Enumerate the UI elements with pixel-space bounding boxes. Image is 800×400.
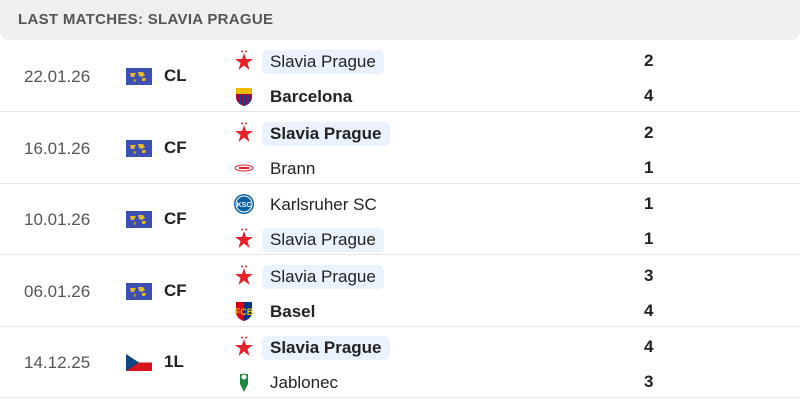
team-home: Slavia Prague 2	[230, 119, 750, 147]
jablonec-logo-icon	[233, 371, 255, 393]
match-date: 16.01.26	[24, 138, 91, 158]
match-date: 06.01.26	[24, 281, 91, 301]
section-title: LAST MATCHES: SLAVIA PRAGUE	[18, 11, 274, 28]
match-row[interactable]: 22.01.26 CL Slavia Prague 2 Barcelona 4	[0, 41, 800, 112]
team-name[interactable]: Karlsruher SC	[270, 195, 377, 215]
team-name[interactable]: Slavia Prague	[262, 264, 384, 289]
basel-logo-icon: FCB	[233, 300, 255, 322]
team-score: 1	[644, 194, 654, 214]
competition-label: 1L	[164, 352, 184, 372]
team-score: 1	[644, 229, 654, 249]
world-flag-icon	[126, 139, 152, 157]
section-header: LAST MATCHES: SLAVIA PRAGUE	[0, 0, 800, 40]
slavia-logo-icon	[233, 265, 255, 287]
team-score: 4	[644, 300, 654, 320]
slavia-logo-icon	[233, 122, 255, 144]
ksc-logo-icon: KSC	[233, 193, 255, 215]
barcelona-logo-icon	[233, 85, 255, 107]
team-home: Slavia Prague 2	[230, 47, 750, 75]
match-date: 14.12.25	[24, 353, 91, 373]
team-name[interactable]: Jablonec	[270, 373, 339, 393]
team-score: 1	[644, 157, 654, 177]
svg-text:KSC: KSC	[237, 202, 252, 209]
czech-flag-icon	[126, 354, 152, 372]
world-flag-icon	[126, 211, 152, 229]
competition-label: CF	[164, 209, 187, 229]
team-score: 2	[644, 51, 654, 70]
team-score: 2	[644, 122, 654, 142]
team-name[interactable]: Barcelona	[270, 87, 353, 106]
team-away: Barcelona 4	[230, 82, 750, 110]
match-row[interactable]: 14.12.25 1L Slavia Prague 4 Jablonec 3	[0, 327, 800, 399]
team-away: Slavia Prague 1	[230, 225, 750, 253]
match-row[interactable]: 06.01.26 CF Slavia Prague 3 FCB Basel 4	[0, 256, 800, 327]
match-date: 22.01.26	[24, 67, 91, 86]
team-home: Slavia Prague 3	[230, 262, 750, 290]
slavia-logo-icon	[233, 50, 255, 72]
svg-text:FCB: FCB	[235, 307, 254, 317]
team-home: KSC Karlsruher SC 1	[230, 190, 750, 218]
match-row[interactable]: 16.01.26 CF Slavia Prague 2 Brann 1	[0, 113, 800, 184]
slavia-logo-icon	[233, 336, 255, 358]
team-score: 4	[644, 337, 654, 357]
team-score: 4	[644, 86, 654, 105]
team-name[interactable]: Slavia Prague	[262, 121, 390, 146]
competition-label: CF	[164, 280, 187, 300]
match-date: 10.01.26	[24, 210, 91, 230]
team-name[interactable]: Slavia Prague	[262, 336, 390, 361]
brann-logo-icon	[233, 157, 255, 179]
team-away: Brann 1	[230, 154, 750, 182]
team-score: 3	[644, 372, 654, 392]
team-home: Slavia Prague 4	[230, 333, 750, 361]
world-flag-icon	[126, 68, 152, 85]
match-row[interactable]: 10.01.26 CF KSC Karlsruher SC 1 Slavia P…	[0, 184, 800, 256]
team-name[interactable]: Slavia Prague	[262, 50, 384, 74]
world-flag-icon	[126, 282, 152, 300]
team-away: FCB Basel 4	[230, 297, 750, 325]
competition-label: CF	[164, 137, 187, 157]
team-score: 3	[644, 265, 654, 285]
slavia-logo-icon	[233, 228, 255, 250]
team-name[interactable]: Slavia Prague	[262, 228, 384, 253]
team-name[interactable]: Basel	[270, 301, 316, 321]
team-away: Jablonec 3	[230, 368, 750, 396]
competition-label: CL	[164, 66, 187, 85]
team-name[interactable]: Brann	[270, 158, 316, 178]
